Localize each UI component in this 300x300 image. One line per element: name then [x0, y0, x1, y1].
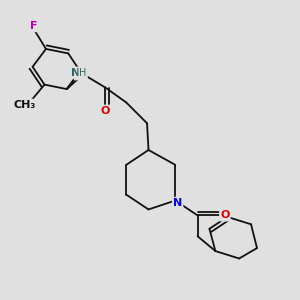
Text: N: N — [173, 198, 182, 208]
Text: CH₃: CH₃ — [13, 100, 35, 110]
Text: O: O — [220, 210, 230, 220]
Text: F: F — [30, 21, 38, 31]
Text: N: N — [71, 68, 80, 78]
Text: O: O — [101, 106, 110, 116]
Text: N: N — [75, 69, 84, 79]
Text: H: H — [80, 68, 87, 78]
